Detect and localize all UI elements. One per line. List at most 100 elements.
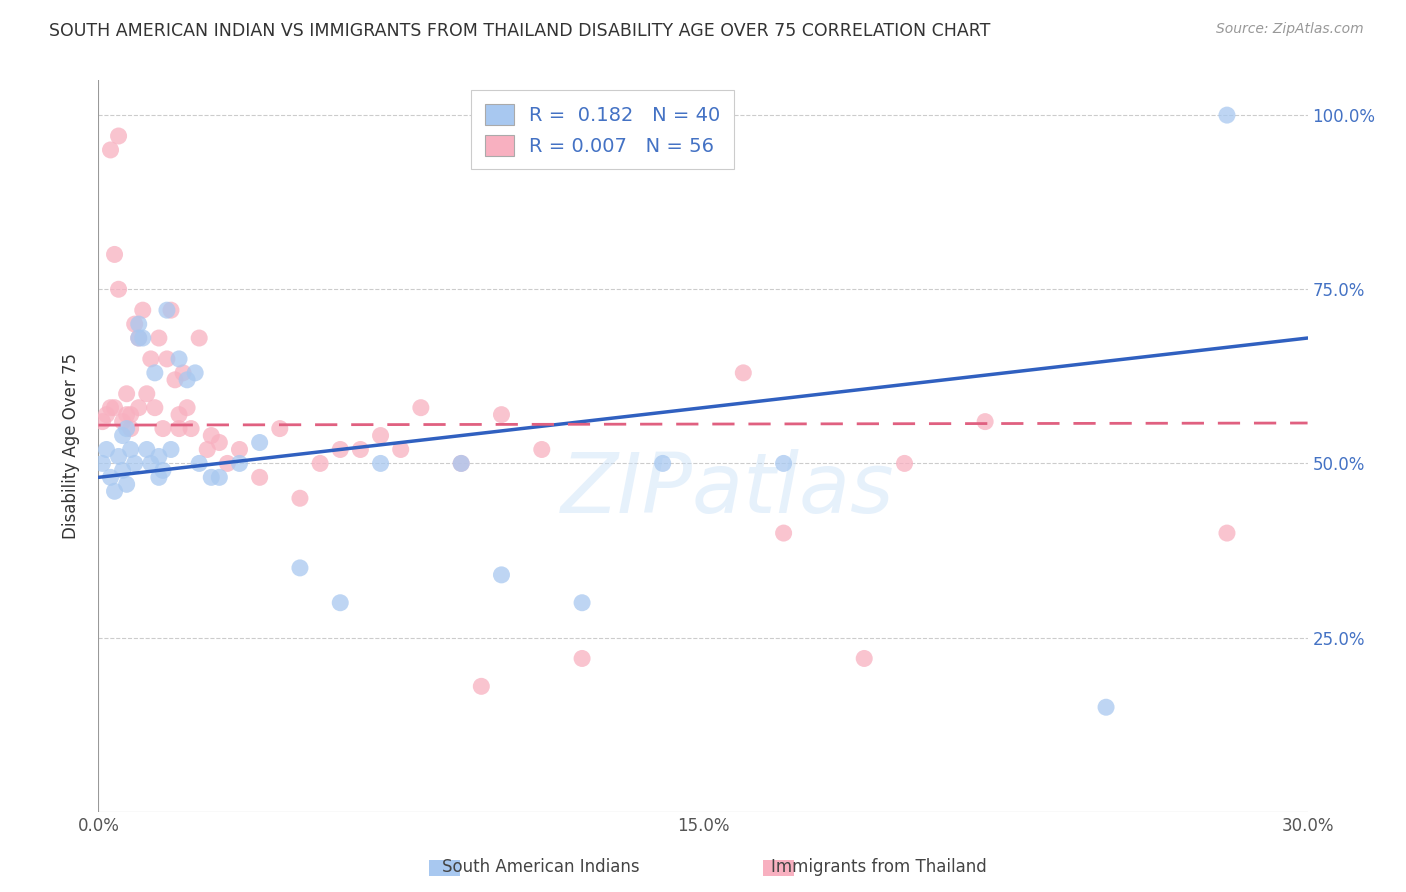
Text: ZIPatlas: ZIPatlas (561, 450, 894, 531)
Y-axis label: Disability Age Over 75: Disability Age Over 75 (62, 353, 80, 539)
Point (156, 351, 179, 366)
Point (160, 442, 183, 457)
Point (128, 331, 150, 345)
Point (156, 303, 179, 318)
Point (107, 450, 129, 464)
Text: Immigrants from Thailand: Immigrants from Thailand (770, 858, 987, 876)
Point (96, 408, 118, 422)
Point (91, 457, 114, 471)
Point (893, 457, 915, 471)
Point (128, 331, 150, 345)
Point (188, 331, 211, 345)
Point (135, 442, 157, 457)
Point (143, 366, 166, 380)
Point (115, 408, 138, 422)
Point (853, 651, 876, 665)
Point (188, 457, 211, 471)
Point (208, 470, 231, 484)
Point (370, 428, 392, 442)
Point (120, 442, 142, 457)
Point (409, 401, 432, 415)
Point (349, 442, 371, 457)
Point (111, 415, 134, 429)
Point (115, 477, 138, 491)
Point (103, 484, 125, 499)
Point (450, 457, 472, 471)
Point (167, 408, 190, 422)
Point (103, 401, 125, 415)
Point (571, 596, 593, 610)
Point (100, 143, 122, 157)
Point (132, 303, 155, 318)
Legend: R =  0.182   N = 40, R = 0.007   N = 56: R = 0.182 N = 40, R = 0.007 N = 56 (471, 90, 734, 169)
Point (309, 457, 332, 471)
Point (651, 457, 673, 471)
Point (91, 415, 114, 429)
Point (148, 331, 170, 345)
Point (733, 366, 755, 380)
Point (176, 401, 198, 415)
Point (288, 561, 311, 575)
Point (152, 463, 174, 477)
Point (135, 386, 157, 401)
Point (571, 651, 593, 665)
Point (139, 351, 162, 366)
Point (450, 457, 472, 471)
Point (249, 470, 271, 484)
Point (389, 442, 412, 457)
Point (124, 457, 146, 471)
Point (120, 408, 142, 422)
Point (167, 421, 190, 435)
Point (128, 317, 150, 331)
Point (329, 596, 352, 610)
Point (1216, 108, 1239, 122)
Point (180, 421, 202, 435)
Text: SOUTH AMERICAN INDIAN VS IMMIGRANTS FROM THAILAND DISABILITY AGE OVER 75 CORRELA: SOUTH AMERICAN INDIAN VS IMMIGRANTS FROM… (49, 22, 991, 40)
Point (132, 331, 155, 345)
Point (143, 401, 166, 415)
Point (530, 442, 553, 457)
Point (103, 247, 125, 261)
Point (772, 457, 794, 471)
Point (1216, 526, 1239, 541)
Point (152, 421, 174, 435)
Point (491, 567, 513, 582)
Point (148, 470, 170, 484)
Point (172, 366, 194, 380)
Point (370, 457, 392, 471)
Point (184, 366, 207, 380)
Point (107, 128, 129, 143)
Point (148, 450, 170, 464)
Point (124, 317, 146, 331)
Point (208, 435, 231, 450)
Point (160, 303, 183, 318)
Text: South American Indians: South American Indians (443, 858, 640, 876)
Point (249, 435, 271, 450)
Point (217, 457, 239, 471)
Point (96, 442, 118, 457)
Point (491, 408, 513, 422)
Point (974, 415, 997, 429)
Point (1095, 700, 1118, 714)
Point (120, 421, 142, 435)
Point (115, 386, 138, 401)
Point (195, 442, 218, 457)
Point (772, 526, 794, 541)
Point (111, 428, 134, 442)
Point (107, 282, 129, 296)
Point (176, 373, 198, 387)
Point (470, 679, 492, 693)
Point (228, 457, 250, 471)
Point (200, 428, 222, 442)
Text: Source: ZipAtlas.com: Source: ZipAtlas.com (1216, 22, 1364, 37)
Point (128, 401, 150, 415)
Point (163, 373, 186, 387)
Point (100, 401, 122, 415)
Point (139, 457, 162, 471)
Point (111, 463, 134, 477)
Point (115, 421, 138, 435)
Point (100, 470, 122, 484)
Point (200, 470, 222, 484)
Point (288, 491, 311, 506)
Point (167, 351, 190, 366)
